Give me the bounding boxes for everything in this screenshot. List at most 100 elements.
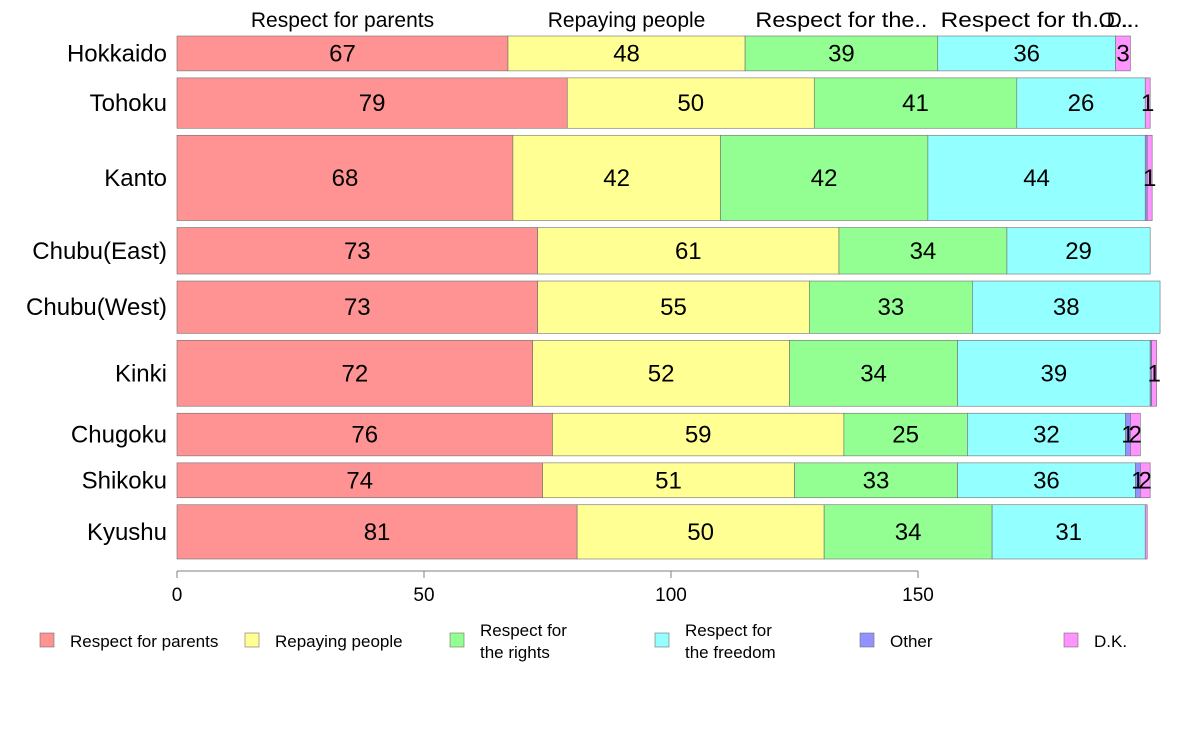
category-label-kyushu: Kyushu [87, 519, 167, 546]
legend-item-d-k: D.K. [1063, 632, 1127, 651]
data-label-tohoku-d-k: 1 [1141, 90, 1154, 117]
bar-segment-tohoku-d-k [1144, 77, 1151, 129]
series-top-label-other: O... [1099, 9, 1133, 32]
x-tick-label-150: 150 [902, 585, 934, 606]
data-label-chubu-east-respect-for-the-rights: 34 [910, 238, 937, 265]
bar-segment-kanto-respect-for-the-rights [720, 134, 929, 221]
series-top-label-d-k: D... [1107, 9, 1140, 32]
data-label-hokkaido-d-k: 3 [1116, 40, 1129, 67]
legend-item-respect-for-parents: Respect for parents [39, 632, 218, 651]
data-label-hokkaido-repaying-people: 48 [613, 40, 640, 67]
series-top-label-respect-for-the-freedom: Respect for th... [941, 9, 1113, 32]
bar-row-chubu-west: 73 55 33 38 [176, 280, 1161, 334]
category-labels: Hokkaido Tohoku Kanto Chubu(East) Chubu(West… [26, 40, 167, 545]
bar-segment-hokkaido-respect-for-the-freedom [937, 35, 1116, 72]
data-label-shikoku-respect-for-parents: 74 [346, 467, 373, 494]
bar-segment-kinki-respect-for-parents [176, 340, 533, 407]
category-label-chubu-east: Chubu(East) [32, 238, 167, 265]
bar-segment-chugoku-d-k [1130, 412, 1141, 457]
data-label-tohoku-respect-for-the-rights: 41 [902, 90, 929, 117]
bar-row-kanto: 68 42 42 44 1 [176, 134, 1156, 221]
data-label-shikoku-repaying-people: 51 [655, 467, 682, 494]
data-label-kyushu-respect-for-the-rights: 34 [895, 519, 922, 546]
data-label-kinki-respect-for-the-freedom: 39 [1040, 360, 1067, 387]
data-label-shikoku-d-k: 2 [1139, 467, 1152, 494]
bar-segment-shikoku-respect-for-the-freedom [957, 462, 1136, 499]
legend-swatch-respect-for-parents [39, 632, 55, 648]
bar-segment-tohoku-respect-for-the-freedom [1016, 77, 1146, 129]
data-label-kanto-repaying-people: 42 [603, 165, 630, 192]
bar-segment-kyushu-repaying-people [576, 504, 825, 560]
bar-segment-shikoku-d-k [1140, 462, 1151, 499]
data-label-chubu-east-repaying-people: 61 [675, 238, 702, 265]
legend-swatch-d-k [1063, 632, 1079, 648]
category-label-shikoku: Shikoku [82, 467, 167, 494]
bar-segment-hokkaido-repaying-people [507, 35, 746, 72]
data-label-tohoku-repaying-people: 50 [677, 90, 704, 117]
bar-segment-shikoku-respect-for-the-rights [794, 462, 958, 499]
series-top-label-respect-for-the-rights: Respect for the.. [755, 9, 927, 32]
bar-segment-chubu-east-repaying-people [537, 227, 840, 275]
bar-segment-chubu-west-repaying-people [537, 280, 810, 334]
legend-label-respect-for-the-rights-line-1: Respect for [480, 621, 567, 640]
data-label-kinki-respect-for-parents: 72 [341, 360, 368, 387]
bar-segment-tohoku-repaying-people [566, 77, 815, 129]
bar-segment-chugoku-respect-for-the-freedom [967, 412, 1126, 457]
bar-segment-kyushu-respect-for-the-freedom [991, 504, 1146, 560]
bar-segment-kyushu-respect-for-the-rights [823, 504, 993, 560]
data-label-kinki-d-k: 1 [1147, 360, 1160, 387]
data-label-chubu-west-repaying-people: 55 [660, 294, 687, 321]
bar-segment-tohoku-respect-for-parents [176, 77, 568, 129]
data-label-kanto-respect-for-the-rights: 42 [811, 165, 838, 192]
data-label-kinki-repaying-people: 52 [648, 360, 675, 387]
bar-row-kinki: 72 52 34 39 1 [176, 340, 1161, 407]
category-label-kinki: Kinki [115, 360, 167, 387]
bar-segment-kinki-d-k [1151, 340, 1157, 407]
data-label-kanto-respect-for-parents: 68 [332, 165, 359, 192]
data-label-chubu-west-respect-for-the-rights: 33 [877, 294, 904, 321]
legend: Respect for parents Repaying people Respec… [39, 621, 1127, 662]
x-tick-label-100: 100 [655, 585, 687, 606]
bar-segment-chubu-east-respect-for-the-rights [838, 227, 1008, 275]
legend-label-respect-for-the-rights-line-2: the rights [480, 643, 550, 662]
legend-swatch-other [859, 632, 875, 648]
bar-segment-kanto-respect-for-parents [176, 134, 514, 221]
data-label-hokkaido-respect-for-the-freedom: 36 [1013, 40, 1040, 67]
legend-item-other: Other [859, 632, 933, 651]
data-label-hokkaido-respect-for-the-rights: 39 [828, 40, 855, 67]
bar-row-tohoku: 79 50 41 26 1 [176, 77, 1154, 129]
legend-item-respect-for-the-rights: Respect for the rights [449, 621, 567, 662]
series-top-labels: Respect for parents Repaying people Respec… [251, 9, 1139, 32]
bar-row-kyushu: 81 50 34 31 [176, 504, 1148, 560]
bar-segment-kinki-respect-for-the-rights [789, 340, 958, 407]
data-label-kyushu-respect-for-parents: 81 [364, 519, 391, 546]
bar-segment-kanto-respect-for-the-freedom [927, 134, 1146, 221]
data-label-chugoku-respect-for-the-freedom: 32 [1033, 422, 1060, 449]
data-label-kanto-respect-for-the-freedom: 44 [1023, 165, 1050, 192]
data-label-chugoku-d-k: 2 [1129, 422, 1142, 449]
bar-row-chubu-east: 73 61 34 29 [176, 227, 1151, 275]
data-label-tohoku-respect-for-parents: 79 [359, 90, 386, 117]
legend-swatch-respect-for-the-freedom [654, 632, 670, 648]
data-label-chugoku-respect-for-the-rights: 25 [892, 422, 919, 449]
category-label-kanto: Kanto [104, 165, 167, 192]
legend-swatch-repaying-people [244, 632, 260, 648]
data-label-kinki-respect-for-the-rights: 34 [860, 360, 887, 387]
x-tick-label-50: 50 [413, 585, 434, 606]
legend-item-respect-for-the-freedom: Respect for the freedom [654, 621, 776, 662]
data-label-kyushu-respect-for-the-freedom: 31 [1055, 519, 1082, 546]
bar-segment-shikoku-respect-for-parents [176, 462, 543, 499]
category-label-chugoku: Chugoku [71, 422, 167, 449]
legend-label-respect-for-parents: Respect for parents [70, 632, 218, 651]
series-top-label-repaying-people: Repaying people [548, 9, 706, 32]
x-tick-label-0: 0 [172, 585, 183, 606]
bar-segment-chubu-west-respect-for-parents [176, 280, 538, 334]
bar-segment-hokkaido-d-k [1115, 35, 1131, 72]
data-label-kyushu-repaying-people: 50 [687, 519, 714, 546]
bar-segment-tohoku-respect-for-the-rights [813, 77, 1018, 129]
x-axis: 0 50 100 150 [172, 570, 934, 606]
data-label-chugoku-respect-for-parents: 76 [351, 422, 378, 449]
bar-segment-kanto-repaying-people [512, 134, 721, 221]
bar-segment-chugoku-repaying-people [552, 412, 845, 457]
